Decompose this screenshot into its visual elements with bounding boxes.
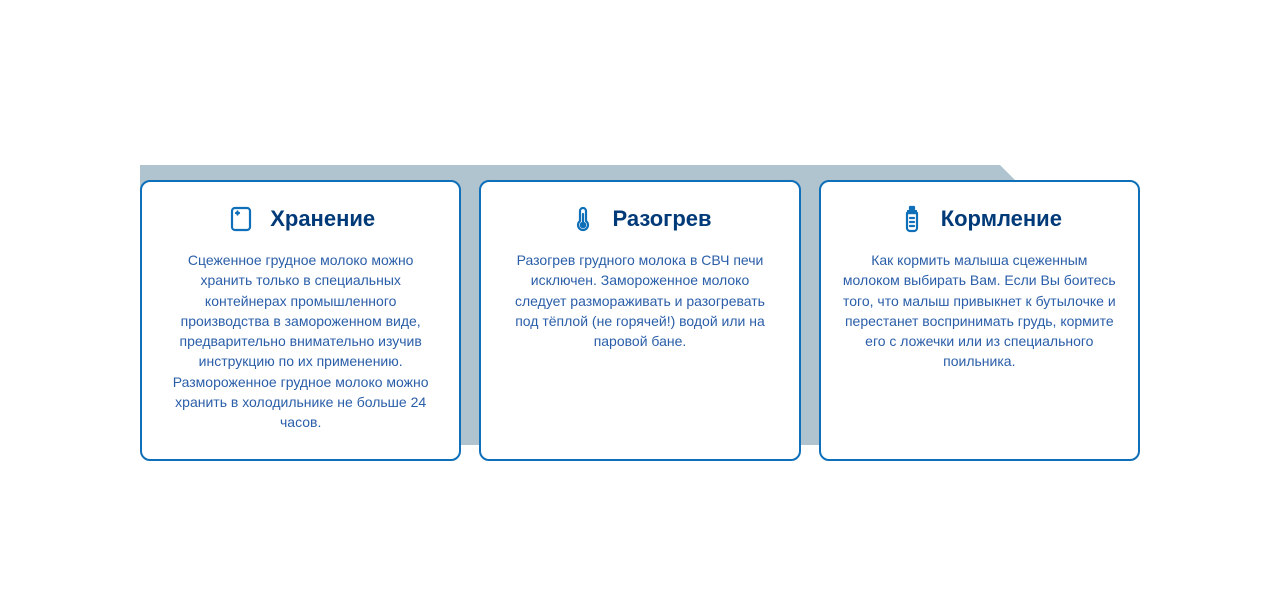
card-title: Хранение <box>270 206 375 232</box>
container-icon <box>226 204 256 234</box>
card-body: Как кормить малыша сцеженным молоком выб… <box>843 250 1116 372</box>
card-title: Разогрев <box>612 206 711 232</box>
card-header: Разогрев <box>503 204 776 234</box>
card-heating: Разогрев Разогрев грудного молока в СВЧ … <box>479 180 800 461</box>
card-feeding: Кормление Как кормить малыша сцеженным м… <box>819 180 1140 461</box>
card-storage: Хранение Сцеженное грудное молоко можно … <box>140 180 461 461</box>
card-body: Сцеженное грудное молоко можно хранить т… <box>164 250 437 433</box>
cards-row: Хранение Сцеженное грудное молоко можно … <box>140 180 1140 461</box>
thermometer-icon <box>568 204 598 234</box>
bottle-icon <box>897 204 927 234</box>
card-body: Разогрев грудного молока в СВЧ печи искл… <box>503 250 776 351</box>
card-title: Кормление <box>941 206 1062 232</box>
card-header: Хранение <box>164 204 437 234</box>
card-header: Кормление <box>843 204 1116 234</box>
